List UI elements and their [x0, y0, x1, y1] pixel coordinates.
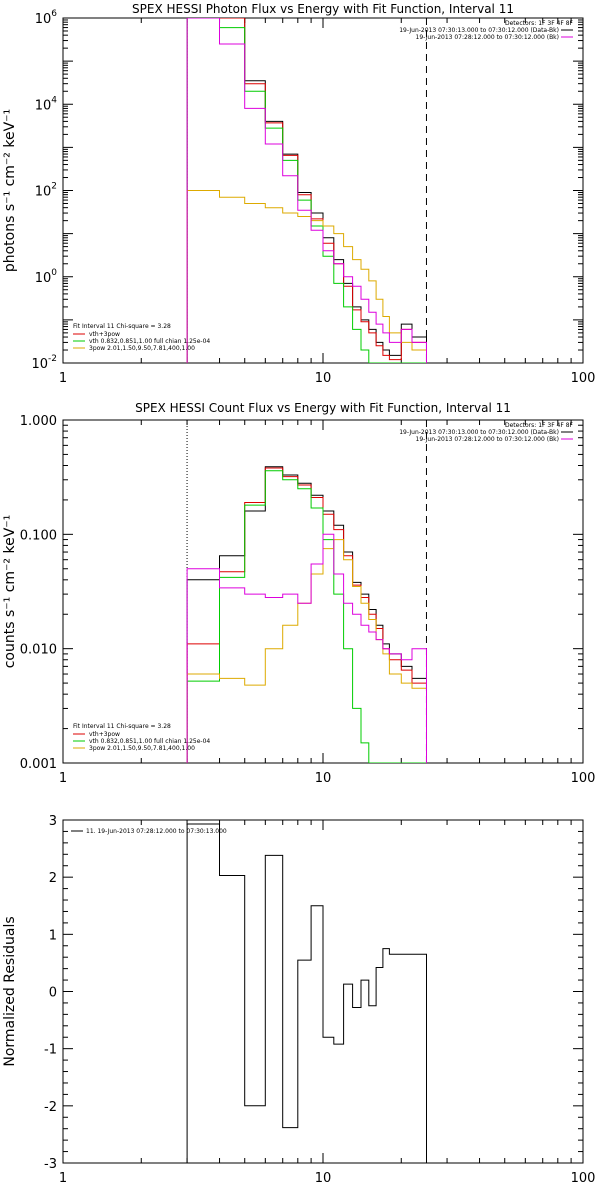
legend-label: vth 0.832,0.851,1.00 full chian 1.25e-04	[89, 338, 210, 345]
y-tick-base: 10	[35, 98, 52, 113]
y-tick-exponent: 4	[51, 95, 57, 105]
y-tick-label: 0.001	[20, 757, 57, 772]
series-line-3	[186, 539, 427, 763]
y-tick-label: 1	[49, 928, 57, 943]
plot-area	[186, 823, 427, 1163]
y-tick-label: -3	[44, 1157, 57, 1172]
legend-label: 11. 19-Jun-2013 07:28:12.000 to 07:30:13…	[86, 828, 227, 835]
y-tick-label: 104	[35, 95, 58, 113]
legend-label: 3pow 2.01,1.50,9.50,7.81,400,1.00	[89, 345, 195, 352]
y-tick-label: 10-2	[31, 354, 57, 372]
legend-label: vth+3pow	[89, 731, 120, 738]
y-tick-exponent: -2	[48, 354, 57, 364]
y-axis-label: Normalized Residuals	[2, 916, 18, 1066]
y-axis-label: counts s⁻¹ cm⁻² keV⁻¹	[2, 515, 18, 669]
y-tick-exponent: 6	[51, 9, 57, 19]
series-line-2	[186, 18, 427, 363]
legend-label: 19-Jun-2013 07:28:12.000 to 07:30:12.000…	[416, 436, 559, 443]
y-tick-base: 10	[35, 12, 52, 27]
legend-label: vth+3pow	[89, 331, 120, 338]
legend-header: Fit Interval 11 Chi-square = 3.28	[73, 323, 171, 330]
series-line-4	[186, 533, 427, 763]
y-tick-label: 102	[35, 182, 57, 200]
y-tick-label: 0.010	[20, 643, 57, 658]
y-tick-exponent: 0	[51, 268, 57, 278]
x-tick-label: 100	[571, 371, 596, 386]
x-tick-label: 10	[315, 1171, 332, 1186]
series-line-0	[186, 823, 427, 1163]
legend-header: Detectors: 1F 3F 4F 8F	[505, 20, 574, 27]
chart-panel-2: SPEX HESSI Count Flux vs Energy with Fit…	[2, 401, 595, 786]
y-tick-label: -2	[44, 1100, 57, 1115]
legend-header: Fit Interval 11 Chi-square = 3.28	[73, 723, 171, 730]
y-tick-label: 106	[35, 9, 58, 27]
y-tick-base: 10	[35, 271, 52, 286]
plot-frame	[62, 419, 584, 764]
x-tick-label: 1	[59, 771, 67, 786]
legend-label: 19-Jun-2013 07:28:12.000 to 07:30:12.000…	[416, 34, 559, 41]
y-tick-exponent: 2	[51, 182, 57, 192]
y-tick-label: 100	[35, 268, 58, 286]
x-tick-label: 100	[571, 771, 596, 786]
legend-bottom-left: Fit Interval 11 Chi-square = 3.28vth+3po…	[73, 723, 210, 752]
chart-panel-1: SPEX HESSI Photon Flux vs Energy with Fi…	[2, 2, 595, 386]
x-tick-label: 10	[315, 771, 332, 786]
y-tick-label: 1.000	[20, 414, 57, 429]
x-tick-label: 1	[59, 371, 67, 386]
legend-label: vth 0.832,0.851,1.00 full chian 1.25e-04	[89, 738, 210, 745]
series-line-1	[186, 18, 427, 363]
y-tick-label: 2	[49, 871, 57, 886]
legend-header: Detectors: 1F 3F 4F 8F	[505, 422, 574, 429]
series-line-0	[186, 466, 427, 763]
y-tick-label: -1	[44, 1043, 57, 1058]
plot-frame	[62, 17, 584, 364]
y-tick-base: 10	[31, 357, 48, 372]
x-tick-label: 1	[59, 1171, 67, 1186]
legend-label: 3pow 2.01,1.50,9.50,7.81,400,1.00	[89, 745, 195, 752]
y-tick-label: 0.100	[20, 528, 57, 543]
legend-bottom-left: Fit Interval 11 Chi-square = 3.28vth+3po…	[73, 323, 210, 352]
chart-title: SPEX HESSI Photon Flux vs Energy with Fi…	[132, 2, 514, 16]
legend-label: 19-Jun-2013 07:30:13.000 to 07:30:12.000…	[399, 429, 559, 436]
series-line-1	[186, 467, 427, 763]
chart-title: SPEX HESSI Count Flux vs Energy with Fit…	[135, 401, 511, 415]
series-line-4	[186, 18, 427, 363]
x-tick-label: 10	[315, 371, 332, 386]
legend-label: 19-Jun-2013 07:30:13.000 to 07:30:12.000…	[399, 27, 559, 34]
y-tick-base: 10	[35, 185, 52, 200]
plot-area	[186, 420, 427, 763]
legend-top-left: 11. 19-Jun-2013 07:28:12.000 to 07:30:13…	[71, 828, 227, 835]
y-tick-label: 0	[49, 986, 57, 1001]
series-line-0	[186, 18, 427, 363]
y-axis-label: photons s⁻¹ cm⁻² keV⁻¹	[2, 109, 18, 272]
x-tick-label: 100	[571, 1171, 596, 1186]
y-tick-label: 3	[49, 814, 57, 829]
plot-area	[186, 18, 427, 363]
series-line-2	[186, 470, 427, 763]
series-line-3	[186, 190, 427, 363]
